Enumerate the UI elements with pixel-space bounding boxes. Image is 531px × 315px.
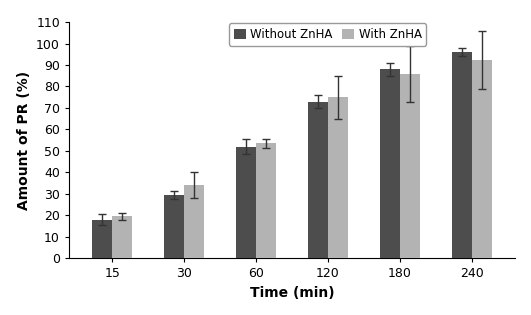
Bar [328,97,348,258]
Legend: Without ZnHA, With ZnHA: Without ZnHA, With ZnHA [229,23,426,46]
Y-axis label: Amount of PR (%): Amount of PR (%) [16,71,31,210]
Bar [92,220,112,258]
X-axis label: Time (min): Time (min) [250,286,335,300]
Bar [112,216,132,258]
Bar [256,143,276,258]
Bar [184,185,204,258]
Bar [452,52,472,258]
Bar [308,101,328,258]
Bar [400,74,420,258]
Bar [472,60,492,258]
Bar [380,69,400,258]
Bar [164,195,184,258]
Bar [236,146,256,258]
